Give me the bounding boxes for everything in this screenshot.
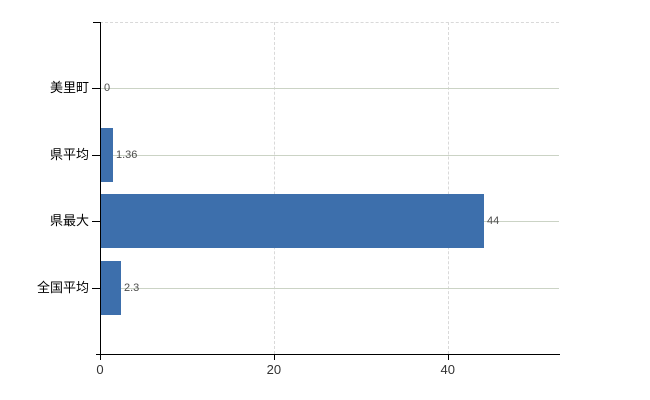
bar: [101, 128, 113, 182]
y-axis-top-tick: [93, 22, 101, 23]
value-label: 0: [104, 82, 111, 94]
category-label: 県平均: [49, 147, 89, 162]
y-axis-tick: [92, 221, 100, 222]
category-label: 美里町: [49, 80, 89, 95]
value-label: 44: [487, 215, 500, 227]
y-axis-tick: [92, 288, 100, 289]
x-tick-label: 20: [266, 362, 282, 377]
vertical-gridline: [447, 22, 449, 354]
y-axis-tick: [92, 155, 100, 156]
x-axis-tick: [447, 354, 449, 360]
x-tick-label: 0: [96, 362, 104, 377]
horizontal-gridline: [100, 288, 559, 289]
category-label: 全国平均: [36, 280, 89, 295]
plot-top-border: [100, 22, 559, 23]
x-tick-label: 40: [440, 362, 455, 377]
x-axis-tick: [100, 354, 101, 360]
horizontal-gridline: [100, 88, 559, 89]
horizontal-gridline: [100, 155, 559, 156]
y-axis-tick: [92, 88, 100, 89]
vertical-gridline: [273, 22, 275, 354]
x-axis: [96, 354, 560, 355]
x-axis-tick: [273, 354, 275, 360]
value-label: 2.3: [124, 282, 140, 294]
y-axis: [100, 22, 101, 354]
category-label: 県最大: [49, 213, 89, 228]
bar: [101, 261, 121, 315]
value-label: 1.36: [116, 149, 138, 161]
bar: [101, 194, 484, 248]
